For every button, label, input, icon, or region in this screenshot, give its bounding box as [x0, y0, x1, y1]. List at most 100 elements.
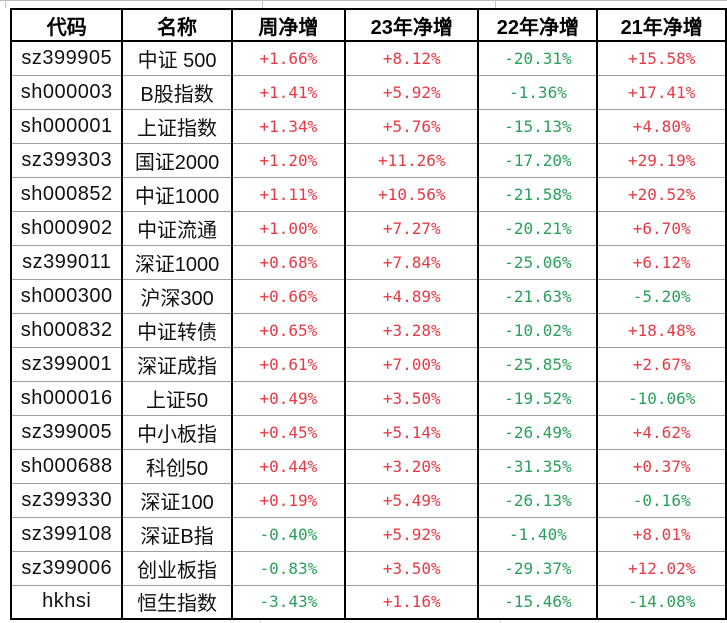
- index-name-cell[interactable]: 国证2000: [121, 142, 232, 177]
- y2022-change-cell[interactable]: -10.02%: [477, 312, 598, 347]
- index-code-cell[interactable]: hkhsi: [9, 584, 123, 619]
- index-name-cell[interactable]: 深证成指: [121, 346, 232, 381]
- y2022-change-cell[interactable]: -25.06%: [477, 244, 598, 279]
- y2022-change-cell[interactable]: -29.37%: [477, 550, 598, 585]
- index-name-cell[interactable]: 科创50: [121, 448, 232, 483]
- index-code-cell[interactable]: sz399330: [9, 482, 123, 517]
- index-code-cell[interactable]: sh000902: [9, 210, 123, 245]
- index-name-cell[interactable]: 中证1000: [121, 176, 232, 211]
- index-code-cell[interactable]: sh000300: [9, 278, 123, 313]
- y2023-change-cell[interactable]: +7.00%: [344, 346, 479, 381]
- week-change-cell[interactable]: +1.34%: [230, 108, 346, 143]
- index-code-cell[interactable]: sz399905: [9, 41, 123, 75]
- week-change-cell[interactable]: -0.40%: [230, 516, 346, 551]
- y2022-change-cell[interactable]: -26.49%: [477, 414, 598, 449]
- week-change-cell[interactable]: +0.19%: [230, 482, 346, 517]
- index-name-cell[interactable]: 深证1000: [121, 244, 232, 279]
- index-code-cell[interactable]: sz399108: [9, 516, 123, 551]
- y2021-change-cell[interactable]: +4.80%: [596, 108, 726, 143]
- week-change-cell[interactable]: -3.43%: [230, 584, 346, 619]
- header-week-change[interactable]: 周净增: [230, 9, 346, 42]
- y2022-change-cell[interactable]: -21.63%: [477, 278, 598, 313]
- index-code-cell[interactable]: sh000016: [9, 380, 123, 415]
- index-name-cell[interactable]: 恒生指数: [121, 584, 232, 619]
- y2021-change-cell[interactable]: +2.67%: [596, 346, 726, 381]
- week-change-cell[interactable]: +0.49%: [230, 380, 346, 415]
- index-name-cell[interactable]: 深证B指: [121, 516, 232, 551]
- index-code-cell[interactable]: sz399303: [9, 142, 123, 177]
- y2023-change-cell[interactable]: +3.28%: [344, 312, 479, 347]
- y2023-change-cell[interactable]: +4.89%: [344, 278, 479, 313]
- y2023-change-cell[interactable]: +7.84%: [344, 244, 479, 279]
- index-code-cell[interactable]: sh000001: [9, 108, 123, 143]
- y2023-change-cell[interactable]: +3.20%: [344, 448, 479, 483]
- week-change-cell[interactable]: +1.20%: [230, 142, 346, 177]
- y2021-change-cell[interactable]: +17.41%: [596, 74, 726, 109]
- y2023-change-cell[interactable]: +10.56%: [344, 176, 479, 211]
- index-code-cell[interactable]: sz399006: [9, 550, 123, 585]
- y2022-change-cell[interactable]: -20.21%: [477, 210, 598, 245]
- y2022-change-cell[interactable]: -19.52%: [477, 380, 598, 415]
- y2021-change-cell[interactable]: +6.70%: [596, 210, 726, 245]
- header-2023-change[interactable]: 23年净增: [344, 9, 479, 42]
- index-name-cell[interactable]: 沪深300: [121, 278, 232, 313]
- week-change-cell[interactable]: +0.45%: [230, 414, 346, 449]
- y2023-change-cell[interactable]: +5.92%: [344, 74, 479, 109]
- week-change-cell[interactable]: +1.66%: [230, 41, 346, 75]
- index-code-cell[interactable]: sh000003: [9, 74, 123, 109]
- week-change-cell[interactable]: +1.11%: [230, 176, 346, 211]
- y2021-change-cell[interactable]: +15.58%: [596, 41, 726, 75]
- index-code-cell[interactable]: sh000832: [9, 312, 123, 347]
- y2021-change-cell[interactable]: +20.52%: [596, 176, 726, 211]
- index-code-cell[interactable]: sz399011: [9, 244, 123, 279]
- y2023-change-cell[interactable]: +3.50%: [344, 550, 479, 585]
- index-name-cell[interactable]: 中证 500: [121, 41, 232, 75]
- y2021-change-cell[interactable]: +0.37%: [596, 448, 726, 483]
- index-code-cell[interactable]: sh000852: [9, 176, 123, 211]
- y2021-change-cell[interactable]: +12.02%: [596, 550, 726, 585]
- y2023-change-cell[interactable]: +5.14%: [344, 414, 479, 449]
- index-name-cell[interactable]: 中小板指: [121, 414, 232, 449]
- y2023-change-cell[interactable]: +8.12%: [344, 41, 479, 75]
- y2021-change-cell[interactable]: -14.08%: [596, 584, 726, 619]
- y2021-change-cell[interactable]: +6.12%: [596, 244, 726, 279]
- header-code[interactable]: 代码: [9, 9, 123, 42]
- index-code-cell[interactable]: sz399001: [9, 346, 123, 381]
- header-2022-change[interactable]: 22年净增: [477, 9, 598, 42]
- y2021-change-cell[interactable]: +4.62%: [596, 414, 726, 449]
- y2021-change-cell[interactable]: -10.06%: [596, 380, 726, 415]
- y2022-change-cell[interactable]: -1.36%: [477, 74, 598, 109]
- y2023-change-cell[interactable]: +5.76%: [344, 108, 479, 143]
- index-code-cell[interactable]: sz399005: [9, 414, 123, 449]
- y2021-change-cell[interactable]: +29.19%: [596, 142, 726, 177]
- index-name-cell[interactable]: 深证100: [121, 482, 232, 517]
- y2022-change-cell[interactable]: -26.13%: [477, 482, 598, 517]
- y2022-change-cell[interactable]: -25.85%: [477, 346, 598, 381]
- index-name-cell[interactable]: 上证50: [121, 380, 232, 415]
- index-code-cell[interactable]: sh000688: [9, 448, 123, 483]
- y2022-change-cell[interactable]: -1.40%: [477, 516, 598, 551]
- y2023-change-cell[interactable]: +5.49%: [344, 482, 479, 517]
- index-name-cell[interactable]: B股指数: [121, 74, 232, 109]
- y2023-change-cell[interactable]: +11.26%: [344, 142, 479, 177]
- y2023-change-cell[interactable]: +7.27%: [344, 210, 479, 245]
- index-name-cell[interactable]: 中证流通: [121, 210, 232, 245]
- week-change-cell[interactable]: +1.41%: [230, 74, 346, 109]
- index-name-cell[interactable]: 中证转债: [121, 312, 232, 347]
- week-change-cell[interactable]: +1.00%: [230, 210, 346, 245]
- y2022-change-cell[interactable]: -21.58%: [477, 176, 598, 211]
- y2021-change-cell[interactable]: +8.01%: [596, 516, 726, 551]
- header-2021-change[interactable]: 21年净增: [596, 9, 726, 42]
- week-change-cell[interactable]: +0.68%: [230, 244, 346, 279]
- y2022-change-cell[interactable]: -15.13%: [477, 108, 598, 143]
- y2022-change-cell[interactable]: -15.46%: [477, 584, 598, 619]
- week-change-cell[interactable]: -0.83%: [230, 550, 346, 585]
- week-change-cell[interactable]: +0.66%: [230, 278, 346, 313]
- y2023-change-cell[interactable]: +3.50%: [344, 380, 479, 415]
- y2023-change-cell[interactable]: +5.92%: [344, 516, 479, 551]
- index-name-cell[interactable]: 上证指数: [121, 108, 232, 143]
- week-change-cell[interactable]: +0.65%: [230, 312, 346, 347]
- index-name-cell[interactable]: 创业板指: [121, 550, 232, 585]
- week-change-cell[interactable]: +0.44%: [230, 448, 346, 483]
- y2021-change-cell[interactable]: -5.20%: [596, 278, 726, 313]
